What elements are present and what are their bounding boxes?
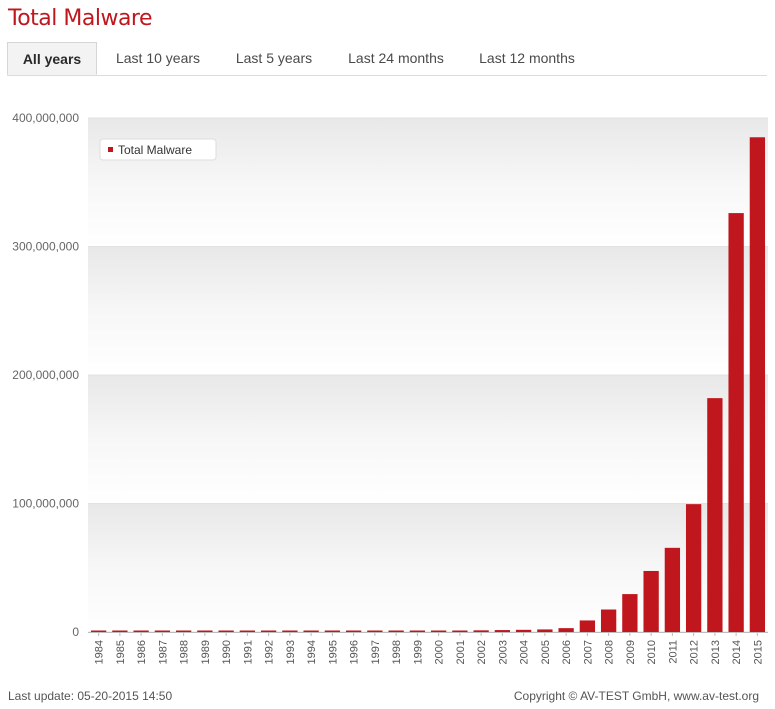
bar-2010[interactable] [643,570,659,632]
bar-2001[interactable] [452,630,468,633]
x-tick-label: 1994 [306,640,318,664]
tab-last-5-years[interactable]: Last 5 years [235,50,313,66]
bar-2004[interactable] [515,629,532,632]
x-tick-label: 2000 [434,640,446,664]
chart-legend: Total Malware [99,138,217,161]
x-tick-label: 2015 [752,640,764,664]
bar-2008[interactable] [600,609,617,632]
bar-1987[interactable] [154,630,171,633]
bar-1990[interactable] [218,630,234,633]
x-tick-label: 1995 [327,640,339,664]
tab-last-12-months[interactable]: Last 12 months [479,50,575,66]
x-tick-label: 1986 [136,640,148,664]
x-tick-label: 2010 [646,640,658,664]
x-tick-label: 2006 [561,640,573,664]
grid-band [88,246,768,375]
legend-box [99,138,217,161]
bar-2015[interactable] [749,137,766,632]
x-tick-label: 1989 [200,640,212,664]
bar-2003[interactable] [494,630,511,632]
y-tick-label: 100,000,000 [12,497,79,511]
plot-background [88,117,768,633]
copyright: Copyright © AV-TEST GmbH, www.av-test.or… [513,689,759,703]
x-axis: 1984 1985 1986 1987 1988 1989 1990 1991 1992 1993… [88,632,768,664]
x-tick-label: 1984 [94,640,106,664]
y-tick-label: 400,000,000 [12,111,79,125]
y-tick-label: 200,000,000 [12,368,79,382]
x-tick-label: 1991 [242,640,254,664]
x-tick-label: 1996 [349,640,361,664]
bar-2014[interactable] [728,213,744,632]
bar-1999[interactable] [409,630,426,633]
x-tick-label: 2002 [476,640,488,664]
tab-all-years[interactable]: All years [7,42,97,75]
x-tick-label: 1998 [391,640,403,664]
bar-1988[interactable] [175,630,192,633]
x-tick-label: 2013 [710,640,722,664]
bar-1985[interactable] [112,630,128,633]
x-tick-label: 2007 [582,640,594,664]
x-tick-label: 2005 [540,640,552,664]
bar-2012[interactable] [685,504,702,632]
bar-2009[interactable] [622,594,638,632]
last-update: Last update: 05-20-2015 14:50 [8,689,173,703]
bar-2011[interactable] [664,547,681,632]
period-tabs: All years Last 10 years Last 5 years Las… [7,42,767,76]
x-tick-label: 2001 [455,640,467,664]
bar-1989[interactable] [197,630,213,633]
x-tick-label: 1999 [412,640,424,664]
bar-1995[interactable] [324,630,341,633]
x-tick-label: 1988 [179,640,191,664]
bar-2000[interactable] [430,630,447,633]
grid-band [88,375,768,504]
y-axis: 0 100,000,000 200,000,000 300,000,000 400,00… [12,111,79,639]
x-tick-label: 2014 [731,640,743,664]
legend-swatch [108,147,113,152]
bar-1991[interactable] [239,630,256,633]
bar-1998[interactable] [388,630,404,633]
bar-2006[interactable] [558,628,574,632]
bar-series [90,137,766,633]
x-tick-label: 1997 [370,640,382,664]
x-tick-label: 2012 [689,640,701,664]
grid-band [88,118,768,247]
tab-last-10-years[interactable]: Last 10 years [115,50,201,66]
bar-2013[interactable] [707,398,723,632]
bar-1992[interactable] [260,630,277,633]
x-tick-label: 2009 [625,640,637,664]
bar-1986[interactable] [133,630,149,633]
x-tick-label: 1987 [157,640,169,664]
bar-1994[interactable] [303,630,319,633]
bar-2002[interactable] [473,630,489,632]
page-title: Total Malware [8,6,153,31]
x-tick-label: 1993 [285,640,297,664]
x-tick-label: 2011 [667,640,679,664]
bar-1993[interactable] [282,630,298,633]
tab-last-24-months[interactable]: Last 24 months [348,50,444,66]
x-tick-label: 2008 [604,640,616,664]
y-tick-label: 300,000,000 [12,240,79,254]
x-tick-label: 1990 [221,640,233,664]
x-tick-label: 2003 [497,640,509,664]
x-tick-label: 1992 [264,640,276,664]
x-tick-label: 2004 [519,640,531,664]
legend-label[interactable]: Total Malware [118,143,192,157]
x-tick-label: 1985 [115,640,127,664]
bar-1984[interactable] [90,630,107,633]
bar-2007[interactable] [579,620,596,632]
bar-2005[interactable] [537,629,553,632]
bar-1997[interactable] [367,630,383,633]
y-tick-label: 0 [72,625,79,639]
bar-1996[interactable] [345,630,362,633]
